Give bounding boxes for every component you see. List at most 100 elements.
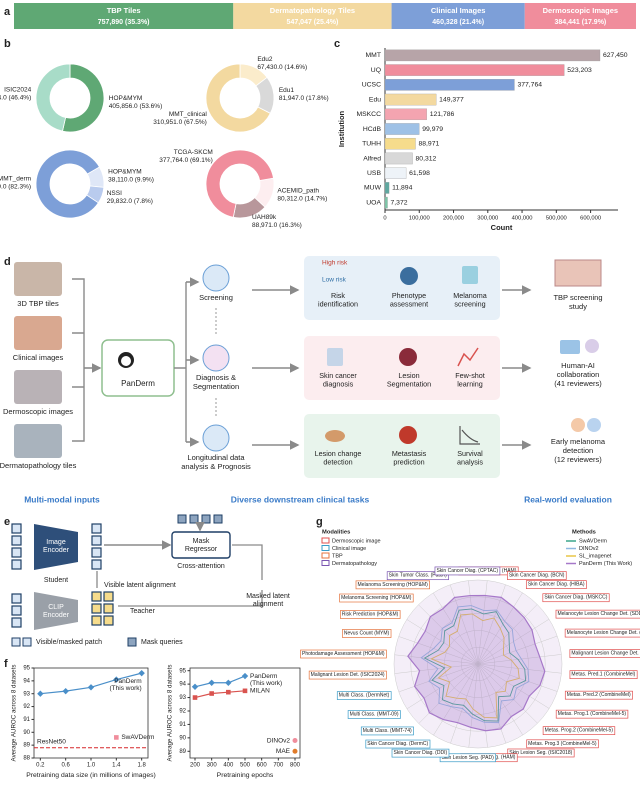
y-tick-label: MMT	[366, 52, 381, 59]
y-axis-title: Average AUROC across 8 datasets	[11, 665, 18, 762]
category-box	[342, 629, 392, 638]
bar	[384, 196, 388, 209]
legend-label: Mask queries	[141, 639, 183, 646]
spoke	[477, 604, 538, 665]
series-label: SwAVDerm	[121, 734, 154, 741]
donut-slice	[205, 149, 274, 218]
task-label: Lesion change	[315, 449, 362, 458]
spoke	[394, 663, 479, 674]
x-tick-label: 0	[383, 216, 386, 222]
x-axis-title: Count	[491, 223, 513, 232]
category-box	[555, 709, 629, 719]
spoke	[433, 663, 479, 736]
task-icon	[399, 426, 417, 444]
x-tick-label: 0.6	[61, 763, 70, 769]
task-label: Segmentation	[387, 379, 431, 388]
category-box	[434, 566, 501, 576]
spoke	[406, 663, 479, 710]
legend-label: TBP	[332, 553, 343, 559]
category-label: Metas. Prog.1 (CombineMel-5)	[558, 711, 627, 717]
slice-value: 88,971.0 (16.3%)	[252, 222, 302, 229]
stage-icon	[202, 264, 230, 292]
y-tick-label: 94	[23, 678, 30, 684]
panel-label: b	[4, 38, 11, 50]
bar-segment	[14, 3, 234, 29]
point	[87, 684, 95, 691]
category-box	[569, 649, 640, 658]
category-box	[439, 753, 496, 763]
spoke	[477, 580, 488, 665]
point	[241, 672, 249, 680]
alignment-label: Visible latent alignment	[104, 582, 176, 589]
value-label: 11,894	[392, 185, 413, 192]
slice-label: UAH89k	[252, 214, 277, 221]
category-box	[507, 571, 567, 580]
output-icon	[571, 418, 585, 432]
output-label: Early melanoma	[551, 437, 606, 446]
spoke	[418, 604, 479, 665]
legend-swatch	[321, 545, 330, 551]
point	[292, 738, 298, 744]
stage-label: Longitudinal data	[187, 453, 245, 462]
task-icon	[459, 426, 480, 445]
category-label: Skin Tumor Class. (Patch)	[389, 573, 447, 579]
y-tick-label: UOA	[366, 199, 381, 206]
spoke	[468, 580, 479, 665]
category-label: Skin Cancer Diag. (DermC)	[367, 741, 428, 747]
slice-value: 316,499.0 (82.3%)	[0, 183, 31, 190]
model-label: PanDerm	[121, 379, 155, 388]
category-box	[347, 710, 401, 719]
x-tick-label: 1.0	[87, 763, 96, 769]
y-tick-label: 93	[179, 695, 186, 701]
spoke	[477, 663, 488, 748]
bar-segment	[233, 3, 392, 29]
category-label: Metas. Prog.2 (CombineMel-5)	[545, 728, 614, 734]
y-tick-label: 90	[179, 735, 186, 741]
task-label: screening	[454, 299, 485, 308]
task-group	[304, 336, 500, 400]
segment-value: 547,047 (25.4%)	[287, 19, 339, 26]
input-label: Clinical images	[13, 353, 64, 362]
legend-label: PanDerm (This Work)	[579, 561, 632, 567]
task-label: Few-shot	[455, 371, 485, 380]
input-label: Dermoscopic images	[3, 407, 73, 416]
mask-queries	[177, 514, 223, 524]
category-label: Multi Class. (MMT-74)	[363, 728, 412, 734]
x-tick-label: 0.2	[36, 763, 45, 769]
value-label: 627,450	[603, 52, 628, 59]
series-line	[194, 690, 246, 699]
category-label: Metas. Prog.3 (CombineMel-5)	[528, 741, 597, 747]
grid-ring	[460, 646, 496, 682]
category-label: Melanocyte Lesion Change Det. (SDDI2)	[567, 630, 640, 636]
bar	[384, 79, 515, 91]
output-icon	[554, 259, 602, 287]
task-label: identification	[318, 299, 358, 308]
point	[62, 687, 69, 695]
segment-name: TBP Tiles	[107, 6, 141, 15]
point	[292, 748, 298, 754]
category-box	[555, 609, 640, 619]
slice-value: 80,312.0 (14.7%)	[277, 196, 327, 203]
x-tick-label: 300,000	[477, 216, 498, 222]
attention-label: Cross-attention	[177, 563, 225, 570]
value-label: 523,203	[567, 67, 592, 74]
x-tick-label: 200,000	[443, 216, 464, 222]
value-label: 88,971	[418, 141, 439, 148]
slice-value: 352,034.0 (46.4%)	[0, 94, 31, 101]
category-box	[308, 670, 387, 680]
category-box	[386, 571, 449, 581]
task-label: Metastasis	[392, 449, 427, 458]
stage-label: Diagnosis &	[196, 373, 236, 382]
category-label: Skin Cancer Diag. (HIBA)	[528, 582, 585, 588]
point	[225, 679, 232, 686]
point	[242, 688, 248, 694]
category-label: Melanocyte Lesion Change Det. (SDDI1)	[557, 611, 640, 617]
legend-title: Modalities	[322, 530, 350, 536]
category-box	[564, 690, 633, 700]
bar	[384, 152, 413, 165]
task-label: Melanoma	[453, 291, 487, 300]
y-tick-label: 89	[179, 749, 186, 755]
spoke	[477, 663, 562, 674]
series-label: PanDerm	[114, 678, 141, 685]
category-label: Photodamage Assessment (HOP&M)	[302, 651, 385, 657]
